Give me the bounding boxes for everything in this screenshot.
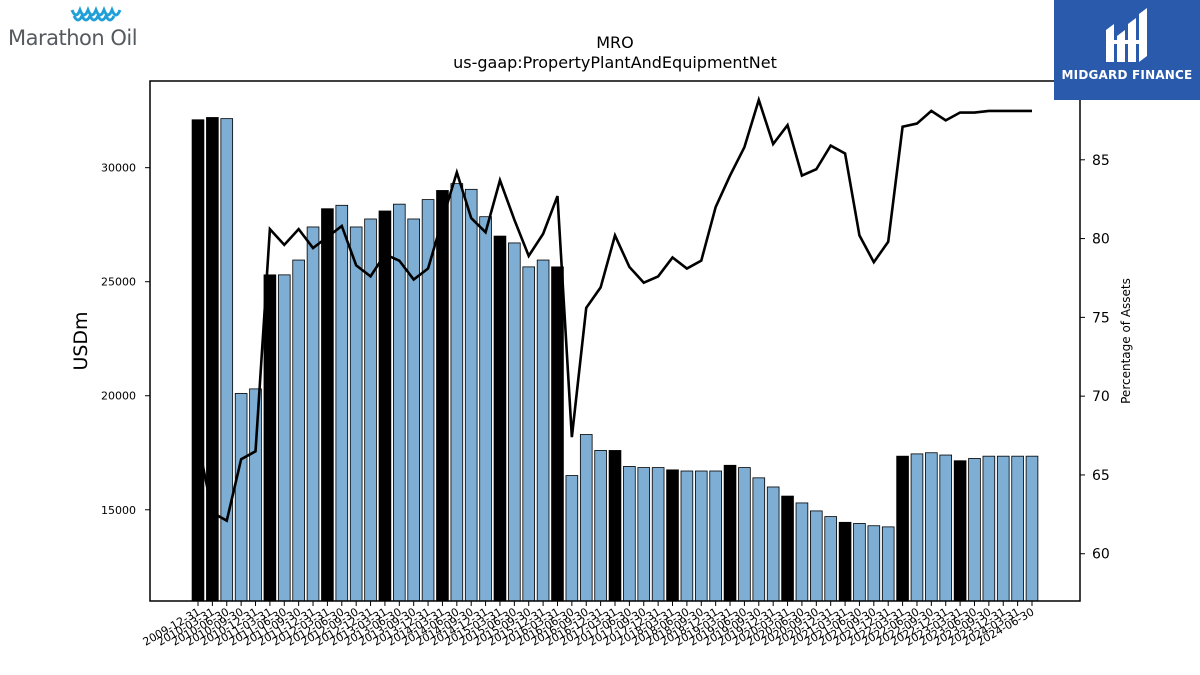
- right-y-tick-label: 60: [1092, 547, 1110, 563]
- bar-2018-03-31: [666, 469, 679, 602]
- bar-2022-12-31: [939, 454, 953, 602]
- bar-2016-12-31: [594, 450, 607, 602]
- midgard-finance-wordmark: MIDGARD FINANCE: [1061, 68, 1193, 82]
- left-y-axis: 15000 20000 25000 30000: [101, 162, 150, 517]
- left-y-tick-label: 25000: [101, 276, 136, 289]
- bar-2018-12-31: [709, 470, 722, 602]
- bar-2018-09-30: [694, 470, 708, 602]
- bar-2015-03-31: [493, 235, 507, 602]
- bar-2020-06-30: [795, 502, 809, 602]
- right-y-axis-label: Percentage of Assets: [1119, 278, 1133, 404]
- bar-2015-09-30: [522, 266, 536, 602]
- bar-2009-12-31: [191, 119, 205, 602]
- bar-2010-03-31: [206, 117, 219, 602]
- left-y-tick-label: 20000: [101, 390, 136, 403]
- bar-2012-06-30: [335, 204, 349, 602]
- bar-2016-03-31: [551, 266, 564, 602]
- right-y-tick-label: 70: [1092, 389, 1110, 405]
- marathon-oil-logo: Marathon Oil: [6, 6, 151, 50]
- midgard-finance-logo: MIDGARD FINANCE: [1054, 0, 1200, 100]
- right-y-axis: 60 65 70 75 80 85: [1080, 153, 1110, 563]
- chart-title: MRO: [596, 33, 634, 52]
- bar-2014-03-31: [436, 190, 449, 602]
- bar-2013-06-30: [393, 203, 406, 602]
- right-y-tick-label: 75: [1092, 310, 1110, 326]
- bar-2024-03-31: [1011, 455, 1024, 602]
- bar-2019-03-31: [723, 464, 737, 602]
- bar-2022-06-30: [910, 453, 924, 602]
- chart-subtitle: us-gaap:PropertyPlantAndEquipmentNet: [453, 53, 777, 72]
- bar-2014-12-31: [479, 216, 492, 602]
- marathon-oil-wordmark: Marathon Oil: [8, 26, 138, 50]
- left-y-tick-label: 30000: [101, 162, 136, 175]
- bar-2022-09-30: [925, 452, 938, 602]
- bar-2012-09-30: [349, 226, 363, 602]
- bar-2018-06-30: [680, 470, 694, 602]
- bar-2011-12-31: [306, 226, 320, 602]
- bar-2012-03-31: [321, 208, 334, 602]
- bar-2023-09-30: [982, 455, 996, 602]
- percentage-line: [196, 95, 1032, 523]
- bar-2017-06-30: [623, 466, 636, 602]
- bar-2017-03-31: [608, 450, 622, 602]
- bar-2013-12-31: [421, 199, 435, 602]
- right-y-tick-label: 85: [1092, 153, 1110, 169]
- bar-2010-12-31: [249, 388, 262, 602]
- bar-2014-06-30: [450, 183, 464, 602]
- bar-2020-03-31: [781, 495, 794, 602]
- bar-2010-06-30: [220, 118, 234, 602]
- right-y-tick-label: 65: [1092, 468, 1110, 484]
- bar-2017-09-30: [637, 467, 651, 602]
- bar-2019-06-30: [738, 467, 751, 602]
- bar-2023-12-31: [996, 455, 1010, 602]
- bar-2021-09-30: [867, 525, 881, 602]
- bar-2014-09-30: [464, 188, 478, 602]
- bar-2010-09-30: [234, 393, 248, 602]
- x-axis: 2009-12-312010-03-312010-06-302010-09-30…: [141, 601, 1037, 649]
- marathon-oil-wave-icon: [70, 6, 122, 22]
- bar-2020-09-30: [810, 510, 823, 602]
- bar-series: [191, 117, 1039, 602]
- bar-2019-12-31: [766, 486, 780, 602]
- left-y-tick-label: 15000: [101, 504, 136, 517]
- bar-2017-12-31: [651, 467, 665, 602]
- left-y-axis-label: USDm: [70, 311, 92, 370]
- bar-2011-06-30: [277, 274, 291, 602]
- bar-2021-03-31: [838, 521, 852, 602]
- bar-2020-12-31: [824, 516, 837, 602]
- bar-2016-09-30: [579, 434, 593, 602]
- bar-2021-12-31: [881, 526, 895, 602]
- bar-2023-03-31: [953, 460, 967, 602]
- bar-2013-03-31: [378, 210, 392, 602]
- bar-2015-12-31: [536, 259, 550, 602]
- bar-2011-03-31: [263, 274, 277, 602]
- bar-2019-09-30: [752, 477, 766, 602]
- bar-2022-03-31: [896, 455, 909, 602]
- bar-2011-09-30: [292, 259, 305, 602]
- bar-2015-06-30: [508, 242, 521, 602]
- bar-2021-06-30: [853, 523, 866, 602]
- bar-2016-06-30: [565, 475, 579, 602]
- bar-2024-06-30: [1025, 455, 1039, 602]
- right-y-tick-label: 80: [1092, 232, 1110, 248]
- midgard-logo-mark-icon: [1106, 8, 1147, 62]
- bar-2023-06-30: [968, 458, 981, 602]
